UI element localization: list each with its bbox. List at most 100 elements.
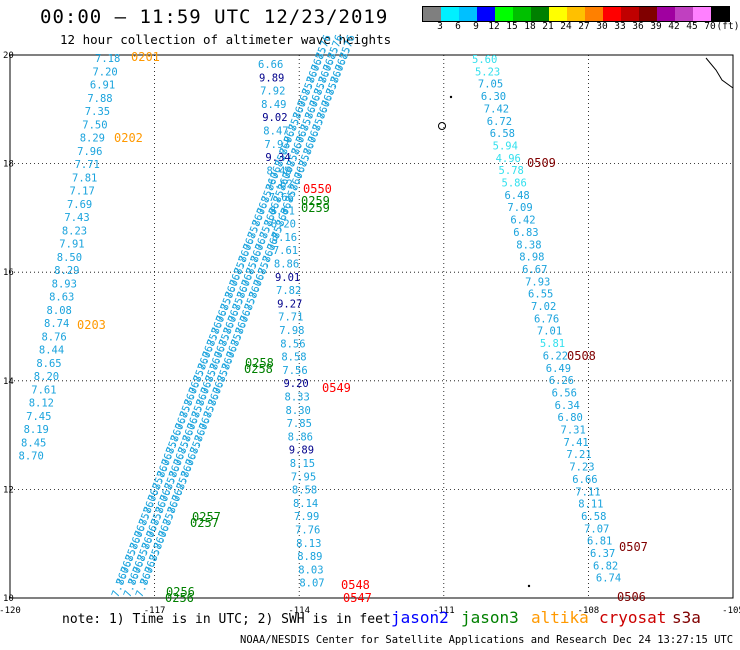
wave-value-track2: 9.02 — [262, 112, 287, 124]
color-scale-label: 21 — [542, 21, 554, 32]
wave-value-track2: 9.34 — [265, 152, 290, 164]
wave-value-track3: 6.56 — [552, 387, 577, 399]
color-scale-bar — [422, 6, 730, 22]
wave-value-track3: 7.93 — [525, 276, 550, 288]
wave-value-track1: 7.45 — [26, 411, 51, 423]
page-title: 00:00 – 11:59 UTC 12/23/2019 — [40, 6, 389, 28]
legend-entry-altika: altika — [531, 608, 589, 627]
wave-value-track1: 7.61 — [31, 384, 56, 396]
wave-value-track2: 9.01 — [275, 272, 300, 284]
coastline — [705, 57, 734, 89]
color-swatch — [711, 7, 729, 21]
wave-value-track1: 8.20 — [34, 371, 59, 383]
wave-value-track2: 9.20 — [283, 378, 308, 390]
wave-value-track2: 8.30 — [286, 405, 311, 417]
y-tick-label: 16 — [3, 268, 14, 278]
wave-value-track1: 8.29 — [80, 133, 105, 145]
color-swatch — [621, 7, 639, 21]
wave-value-track2: 8.03 — [298, 564, 323, 576]
wave-value-track2: 7.85 — [287, 418, 312, 430]
wave-value-track3: 5.81 — [540, 338, 565, 350]
color-swatch — [675, 7, 693, 21]
wave-value-track1: 8.44 — [39, 345, 64, 357]
color-swatch — [567, 7, 585, 21]
legend-entry-jason2: jason2 — [391, 608, 449, 627]
wave-value-track2: 8.13 — [296, 538, 321, 550]
wave-value-track1: 8.23 — [62, 225, 87, 237]
wave-value-track1: 7.17 — [70, 186, 95, 198]
wave-value-track3: 7.23 — [569, 462, 594, 474]
wave-value-track3: 7.09 — [507, 202, 532, 214]
color-swatch — [531, 7, 549, 21]
wave-value-track1: 7.69 — [67, 199, 92, 211]
pass-time-label: 0507 — [619, 540, 648, 554]
color-swatch — [459, 7, 477, 21]
pass-time-label: 0201 — [131, 50, 160, 64]
wave-value-track1: 7.18 — [95, 53, 120, 65]
color-swatch — [513, 7, 531, 21]
pass-time-label: 0547 — [343, 591, 372, 605]
wave-value-track1: 8.12 — [29, 398, 54, 410]
wave-value-track3: 5.86 — [502, 178, 527, 190]
wave-value-track1: 8.76 — [41, 331, 66, 343]
wave-value-track3: 7.41 — [563, 437, 588, 449]
wave-value-track2: 8.56 — [280, 338, 305, 350]
wave-value-track2: 9.89 — [289, 445, 314, 457]
wave-value-track3: 6.81 — [587, 536, 612, 548]
wave-value-track3: 6.80 — [558, 412, 583, 424]
wave-value-track2: 8.07 — [299, 578, 324, 590]
pass-time-label: 0259 — [301, 201, 330, 215]
wave-value-track1: 8.29 — [54, 265, 79, 277]
wave-value-track2: 7.92 — [260, 86, 285, 98]
pass-time-label: 0506 — [617, 590, 646, 604]
wave-value-track1: 6.91 — [90, 80, 115, 92]
wave-value-track2: 7.98 — [279, 325, 304, 337]
wave-value-track3: 5.23 — [475, 66, 500, 78]
wave-value-track2: 9.89 — [259, 72, 284, 84]
legend-entry-jason3: jason3 — [461, 608, 519, 627]
pass-time-label: 0202 — [114, 131, 143, 145]
wave-value-track1: 8.74 — [44, 318, 69, 330]
color-swatch — [639, 7, 657, 21]
wave-value-track1: 8.45 — [21, 437, 46, 449]
pass-time-label: 0549 — [322, 381, 351, 395]
color-scale-label: 3 — [437, 21, 443, 32]
wave-value-track2: 7.95 — [291, 471, 316, 483]
color-swatch — [657, 7, 675, 21]
wave-value-track3: 8.38 — [516, 239, 541, 251]
wave-value-track1: 8.63 — [49, 292, 74, 304]
wave-value-track2: 8.86 — [274, 259, 299, 271]
wave-value-track2: 7.61 — [273, 245, 298, 257]
color-swatch — [585, 7, 603, 21]
island-marker — [449, 95, 453, 99]
wave-value-track2: 7.82 — [276, 285, 301, 297]
wave-value-track3: 6.55 — [528, 289, 553, 301]
wave-value-track2: 8.49 — [261, 99, 286, 111]
wave-value-track3: 6.22 — [543, 350, 568, 362]
x-tick-label: -108 — [578, 606, 600, 616]
wave-value-track3: 5.94 — [493, 140, 518, 152]
island-marker — [527, 584, 531, 588]
color-scale-label: 9 — [473, 21, 479, 32]
wave-value-track3: 5.60 — [472, 54, 497, 66]
color-swatch — [603, 7, 621, 21]
pass-time-label: 0257 — [190, 516, 219, 530]
x-tick-label: -114 — [288, 606, 310, 616]
wave-value-track2: 8.16 — [272, 232, 297, 244]
wave-value-track1: 8.93 — [52, 278, 77, 290]
wave-value-track2: 8.47 — [263, 126, 288, 138]
wave-value-track3: 6.34 — [555, 400, 580, 412]
wave-value-track1: 8.19 — [24, 424, 49, 436]
wave-value-track3: 6.66 — [572, 474, 597, 486]
color-scale-label: 24 — [560, 21, 572, 32]
y-tick-label: 14 — [3, 377, 14, 387]
wave-value-track3: 7.05 — [478, 79, 503, 91]
wave-value-track3: 6.26 — [549, 375, 574, 387]
pass-time-label: 0259 — [301, 194, 330, 208]
page-subtitle: 12 hour collection of altimeter wave hei… — [60, 32, 392, 47]
wave-value-track3: 7.02 — [531, 301, 556, 313]
wave-value-track3: 6.42 — [510, 215, 535, 227]
wave-value-track1: 8.08 — [47, 305, 72, 317]
color-swatch — [693, 7, 711, 21]
